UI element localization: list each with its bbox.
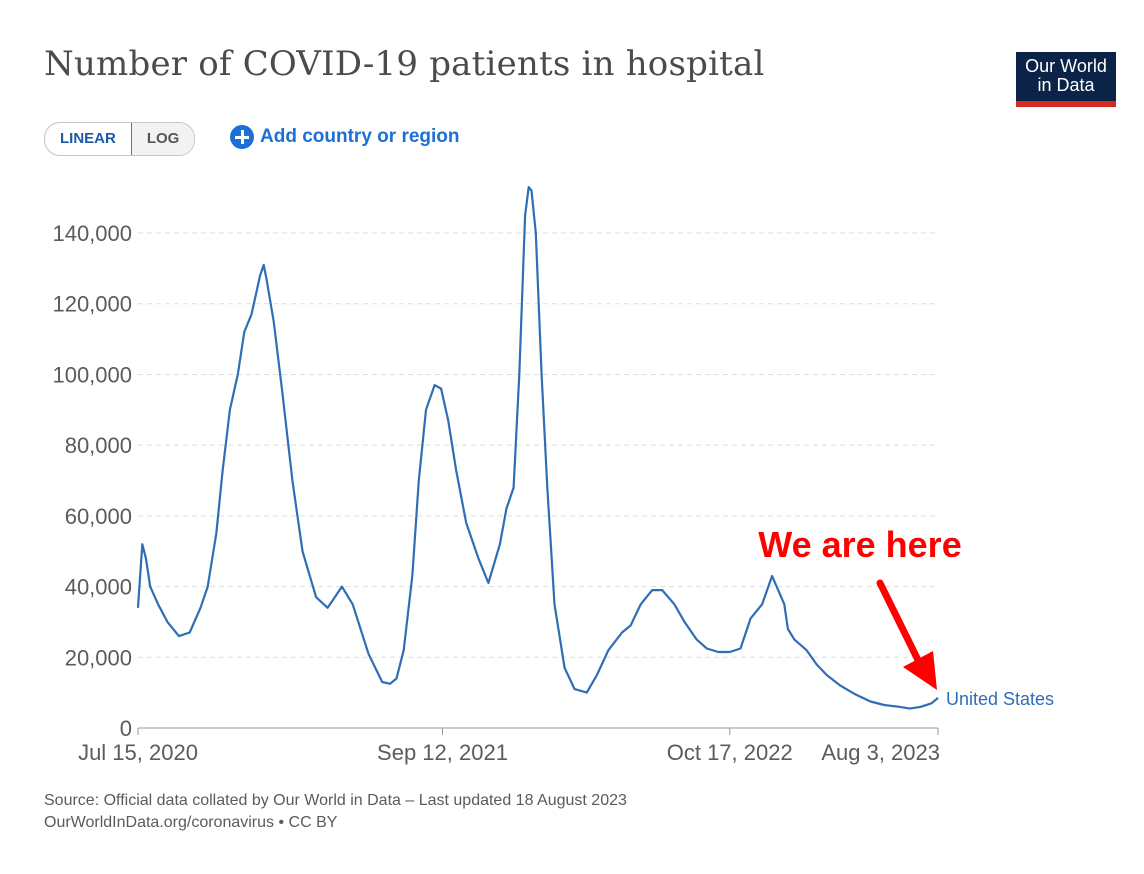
logo-line-1: Our World <box>1025 56 1107 76</box>
annotation-text: We are here <box>758 524 961 565</box>
y-tick-label: 80,000 <box>65 433 132 458</box>
linear-scale-button[interactable]: LINEAR <box>45 123 132 155</box>
add-country-label: Add country or region <box>260 126 460 147</box>
add-country-button[interactable]: Add country or region <box>230 122 460 152</box>
y-tick-label: 0 <box>120 716 132 741</box>
series-label-united-states: United States <box>946 689 1054 709</box>
annotation-arrow-head <box>903 651 937 690</box>
logo-accent-bar <box>1016 101 1116 107</box>
owid-logo-text: Our World in Data <box>1016 57 1116 95</box>
license-link[interactable]: OurWorldInData.org/coronavirus • CC BY <box>44 814 338 831</box>
y-tick-label: 100,000 <box>52 362 132 387</box>
y-tick-label: 20,000 <box>65 645 132 670</box>
y-tick-label: 60,000 <box>65 504 132 529</box>
scale-toggle[interactable]: LINEAR LOG <box>44 122 196 156</box>
owid-logo[interactable]: Our World in Data <box>1016 52 1116 107</box>
chart-title: Number of COVID-19 patients in hospital <box>44 44 765 84</box>
chart-footer: Source: Official data collated by Our Wo… <box>44 790 627 834</box>
tick-layer: 0 20,000 40,000 60,000 80,000 100,000 120,000 1… <box>52 221 940 765</box>
y-tick-label: 140,000 <box>52 221 132 246</box>
source-note: Source: Official data collated by Our Wo… <box>44 792 627 809</box>
y-tick-label: 40,000 <box>65 575 132 600</box>
annotation-layer: We are here <box>758 524 962 690</box>
x-tick-label: Oct 17, 2022 <box>667 740 793 765</box>
series-layer: United States <box>136 186 1054 710</box>
x-tick-label: Aug 3, 2023 <box>821 740 940 765</box>
series-line-united-states <box>136 186 939 710</box>
x-tick-label: Sep 12, 2021 <box>377 740 508 765</box>
x-tick-label: Jul 15, 2020 <box>78 740 198 765</box>
plus-circle-icon <box>230 125 254 149</box>
annotation-arrow-shaft <box>876 579 922 664</box>
y-tick-label: 120,000 <box>52 292 132 317</box>
log-scale-button[interactable]: LOG <box>131 123 195 155</box>
logo-line-2: in Data <box>1037 75 1095 95</box>
